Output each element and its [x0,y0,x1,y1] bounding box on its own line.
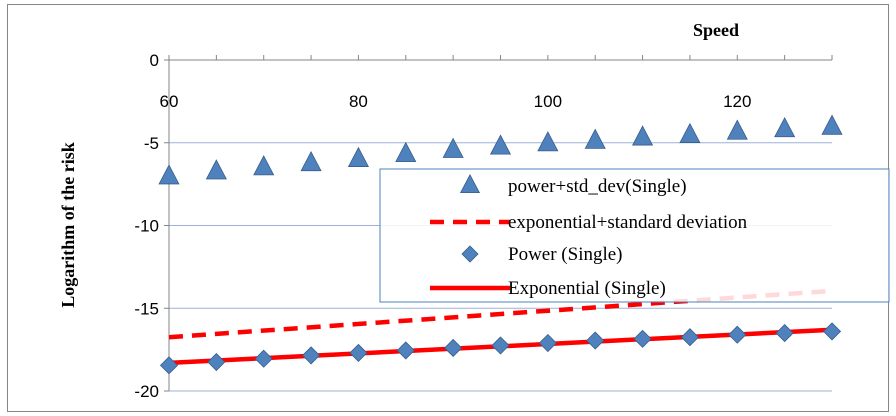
diamond-marker [207,352,226,372]
triangle-marker [679,122,701,143]
y-tick-label: -5 [144,134,159,153]
diamond-marker [775,324,794,343]
x-tick-label: 80 [349,92,368,111]
diamond-marker [680,328,699,347]
y-tick-label: 0 [150,51,159,70]
diamond-marker [633,329,652,348]
x-tick-label: 60 [160,92,179,111]
triangle-marker [253,155,275,176]
diamond-marker [586,331,605,350]
x-axis-title: Speed [693,20,739,40]
x-tick-label: 100 [534,92,562,111]
triangle-marker [584,128,606,149]
legend-triangle-icon [459,173,481,194]
y-axis-title: Logarithm of the risk [58,142,78,308]
triangle-marker [158,164,180,185]
triangle-marker [537,131,559,152]
triangle-marker [489,134,512,155]
legend: power+std_dev(Single) exponential+standar… [379,168,890,303]
diamond-marker [159,356,179,375]
y-tick-label: -15 [134,299,159,318]
triangle-marker [347,146,369,167]
triangle-marker [395,141,417,163]
legend-label: Exponential (Single) [508,278,666,299]
triangle-marker [300,150,322,172]
diamond-marker [822,322,842,341]
diamond-marker [444,338,463,358]
legend-diamond-icon [461,245,479,263]
diamond-marker [349,343,368,363]
triangle-marker [205,159,227,180]
legend-label: power+std_dev(Single) [508,176,687,197]
legend-label: Power (Single) [508,244,623,265]
axes: 0 -5 -10 -15 -20 60 80 100 120 [134,51,833,401]
diamond-marker [254,349,273,368]
y-tick-label: -10 [134,217,159,236]
triangle-marker [442,137,464,158]
x-tick-label: 120 [723,92,751,111]
legend-label: exponential+standard deviation [508,212,748,233]
triangle-marker [726,119,748,140]
y-tick-label: -20 [134,382,159,401]
triangle-marker [821,114,843,135]
triangle-marker [774,117,796,138]
diamond-marker [538,333,557,353]
triangle-marker [632,125,654,146]
diamond-marker [302,346,321,365]
diamond-marker [396,341,415,360]
diamond-marker [491,336,510,355]
diamond-marker [728,325,747,344]
